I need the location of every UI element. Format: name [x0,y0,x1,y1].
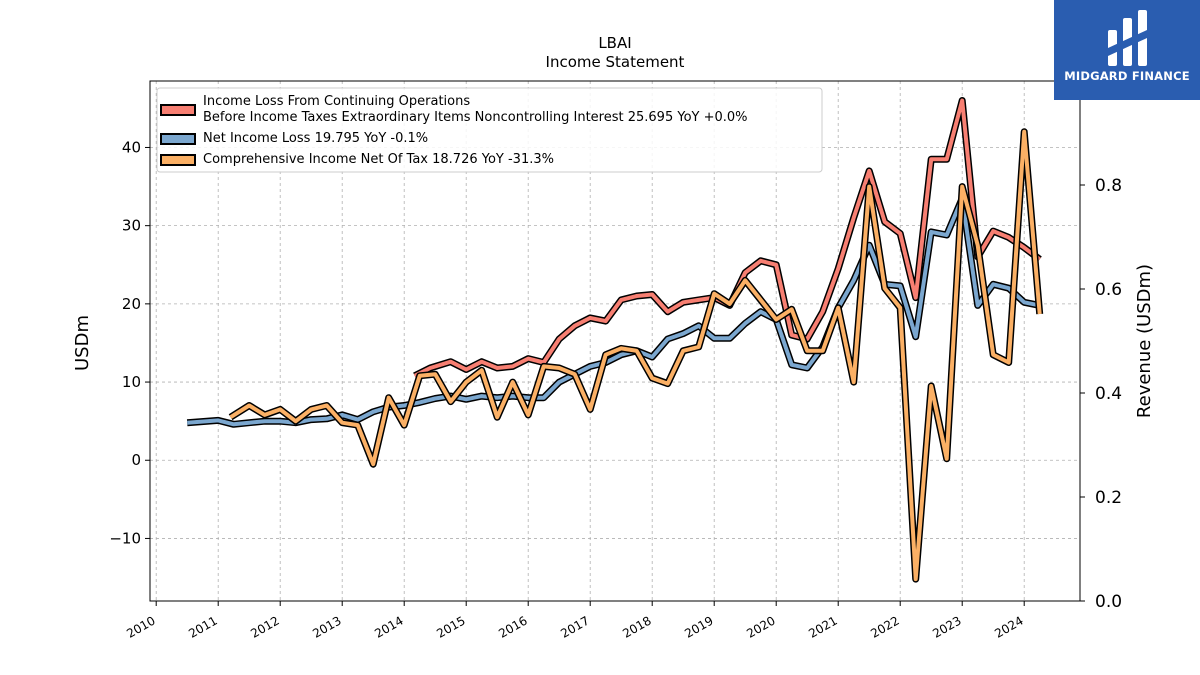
legend: Income Loss From Continuing Operations Be… [156,87,823,173]
x-tick-label: 2014 [372,613,405,640]
legend-label-2: Net Income Loss 19.795 YoY -0.1% [203,131,428,146]
series-3-line [229,129,1042,582]
y-tick-label: 40 [122,138,141,156]
legend-label-1: Income Loss From Continuing Operations Be… [203,94,748,125]
x-tick-label: 2010 [124,613,157,640]
chart-subtitle: Income Statement [546,53,685,71]
midgard-logo-icon [1108,10,1147,66]
series-3 [228,128,1044,583]
y-tick-label: 30 [122,217,141,235]
y-right-tick-label: 0.0 [1095,592,1122,612]
left-axis: −10 0 10 20 30 40 [109,138,150,547]
series-3-outline [228,128,1044,583]
x-tick-label: 2018 [620,613,653,640]
series-2-line [187,196,1041,427]
x-tick-label: 2017 [558,613,591,640]
x-tick-label: 2011 [186,613,219,640]
right-axis: 0.0 0.2 0.4 0.6 0.8 [1080,176,1122,612]
x-tick-label: 2020 [744,613,777,640]
x-tick-label: 2024 [992,613,1025,640]
y-axis-label-left: USDm [72,315,93,371]
legend-box [156,87,823,173]
legend-label-3: Comprehensive Income Net Of Tax 18.726 Y… [203,152,554,167]
midgard-finance-logo: MIDGARD FINANCE [1054,0,1200,100]
series-2 [186,194,1041,428]
legend-swatch-2 [160,133,196,145]
y-tick-label: 0 [131,451,141,469]
x-tick-label: 2019 [682,613,715,640]
y-right-tick-label: 0.2 [1095,488,1122,508]
chart-title: LBAI [598,34,631,52]
legend-swatch-1 [160,104,196,116]
y-tick-label: 20 [122,295,141,313]
y-right-tick-label: 0.8 [1095,176,1122,196]
brand-name: MIDGARD FINANCE [1064,69,1190,83]
plot-frame [149,80,1081,602]
x-tick-label: 2012 [248,613,281,640]
x-tick-label: 2021 [806,613,839,640]
x-tick-label: 2016 [496,613,529,640]
x-axis: 2010 2011 2012 2013 2014 2015 2016 2017 2018 2019… [124,601,1026,641]
y-axis-label-right: Revenue (USDm) [1134,264,1155,418]
legend-swatch-3 [160,154,196,166]
y-right-tick-label: 0.4 [1095,384,1122,404]
y-right-tick-label: 0.6 [1095,280,1122,300]
x-tick-label: 2022 [868,613,901,640]
x-tick-label: 2023 [930,613,963,640]
x-tick-label: 2013 [310,613,343,640]
y-tick-label: 10 [122,373,141,391]
series-layer [186,97,1044,583]
y-tick-label: −10 [109,529,141,547]
x-tick-label: 2015 [434,613,467,640]
